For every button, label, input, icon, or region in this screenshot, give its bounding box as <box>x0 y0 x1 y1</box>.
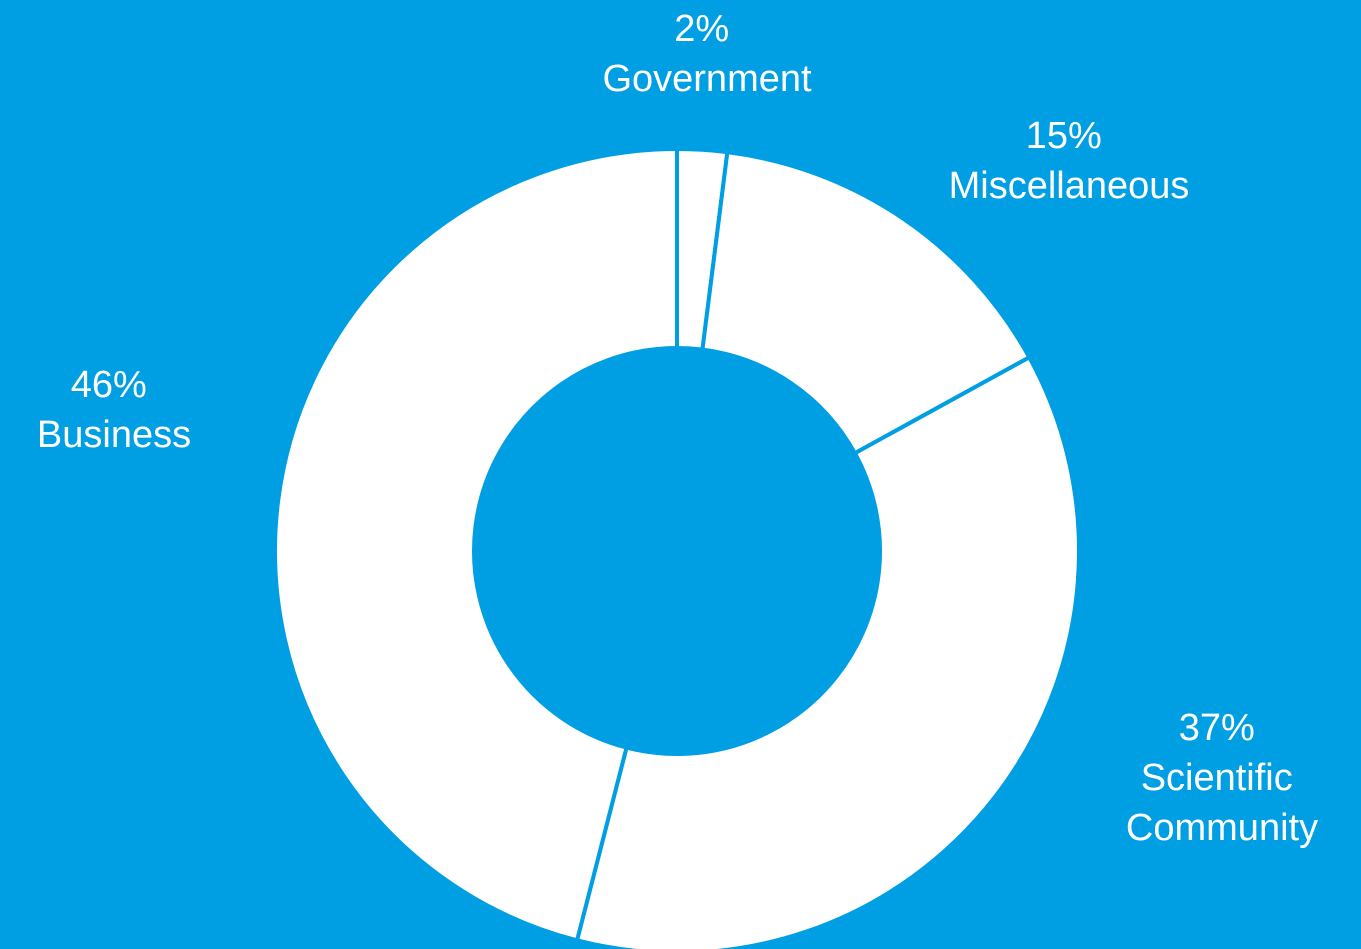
label-scientific-community: 37% Scientific Community <box>1126 707 1318 849</box>
label-miscellaneous: 15% Miscellaneous <box>949 115 1190 207</box>
labels-group: 2% Government 15% Miscellaneous 37% Scie… <box>37 8 1318 849</box>
label-miscellaneous-value: 15% <box>1026 115 1102 157</box>
label-business: 46% Business <box>37 364 191 456</box>
label-scientific-community-name-line2: Community <box>1126 807 1318 849</box>
slice-scientific-community <box>574 354 1082 949</box>
label-business-name: Business <box>37 414 191 456</box>
slices-group <box>273 146 1082 949</box>
label-government-value: 2% <box>674 8 729 50</box>
label-miscellaneous-name: Miscellaneous <box>949 165 1190 207</box>
label-government: 2% Government <box>602 8 812 100</box>
label-scientific-community-name-line1: Scientific <box>1141 757 1293 799</box>
slice-business <box>273 146 679 943</box>
label-government-name: Government <box>602 58 812 100</box>
label-business-value: 46% <box>71 364 147 406</box>
slice-miscellaneous <box>700 149 1032 456</box>
label-scientific-community-value: 37% <box>1179 707 1255 749</box>
